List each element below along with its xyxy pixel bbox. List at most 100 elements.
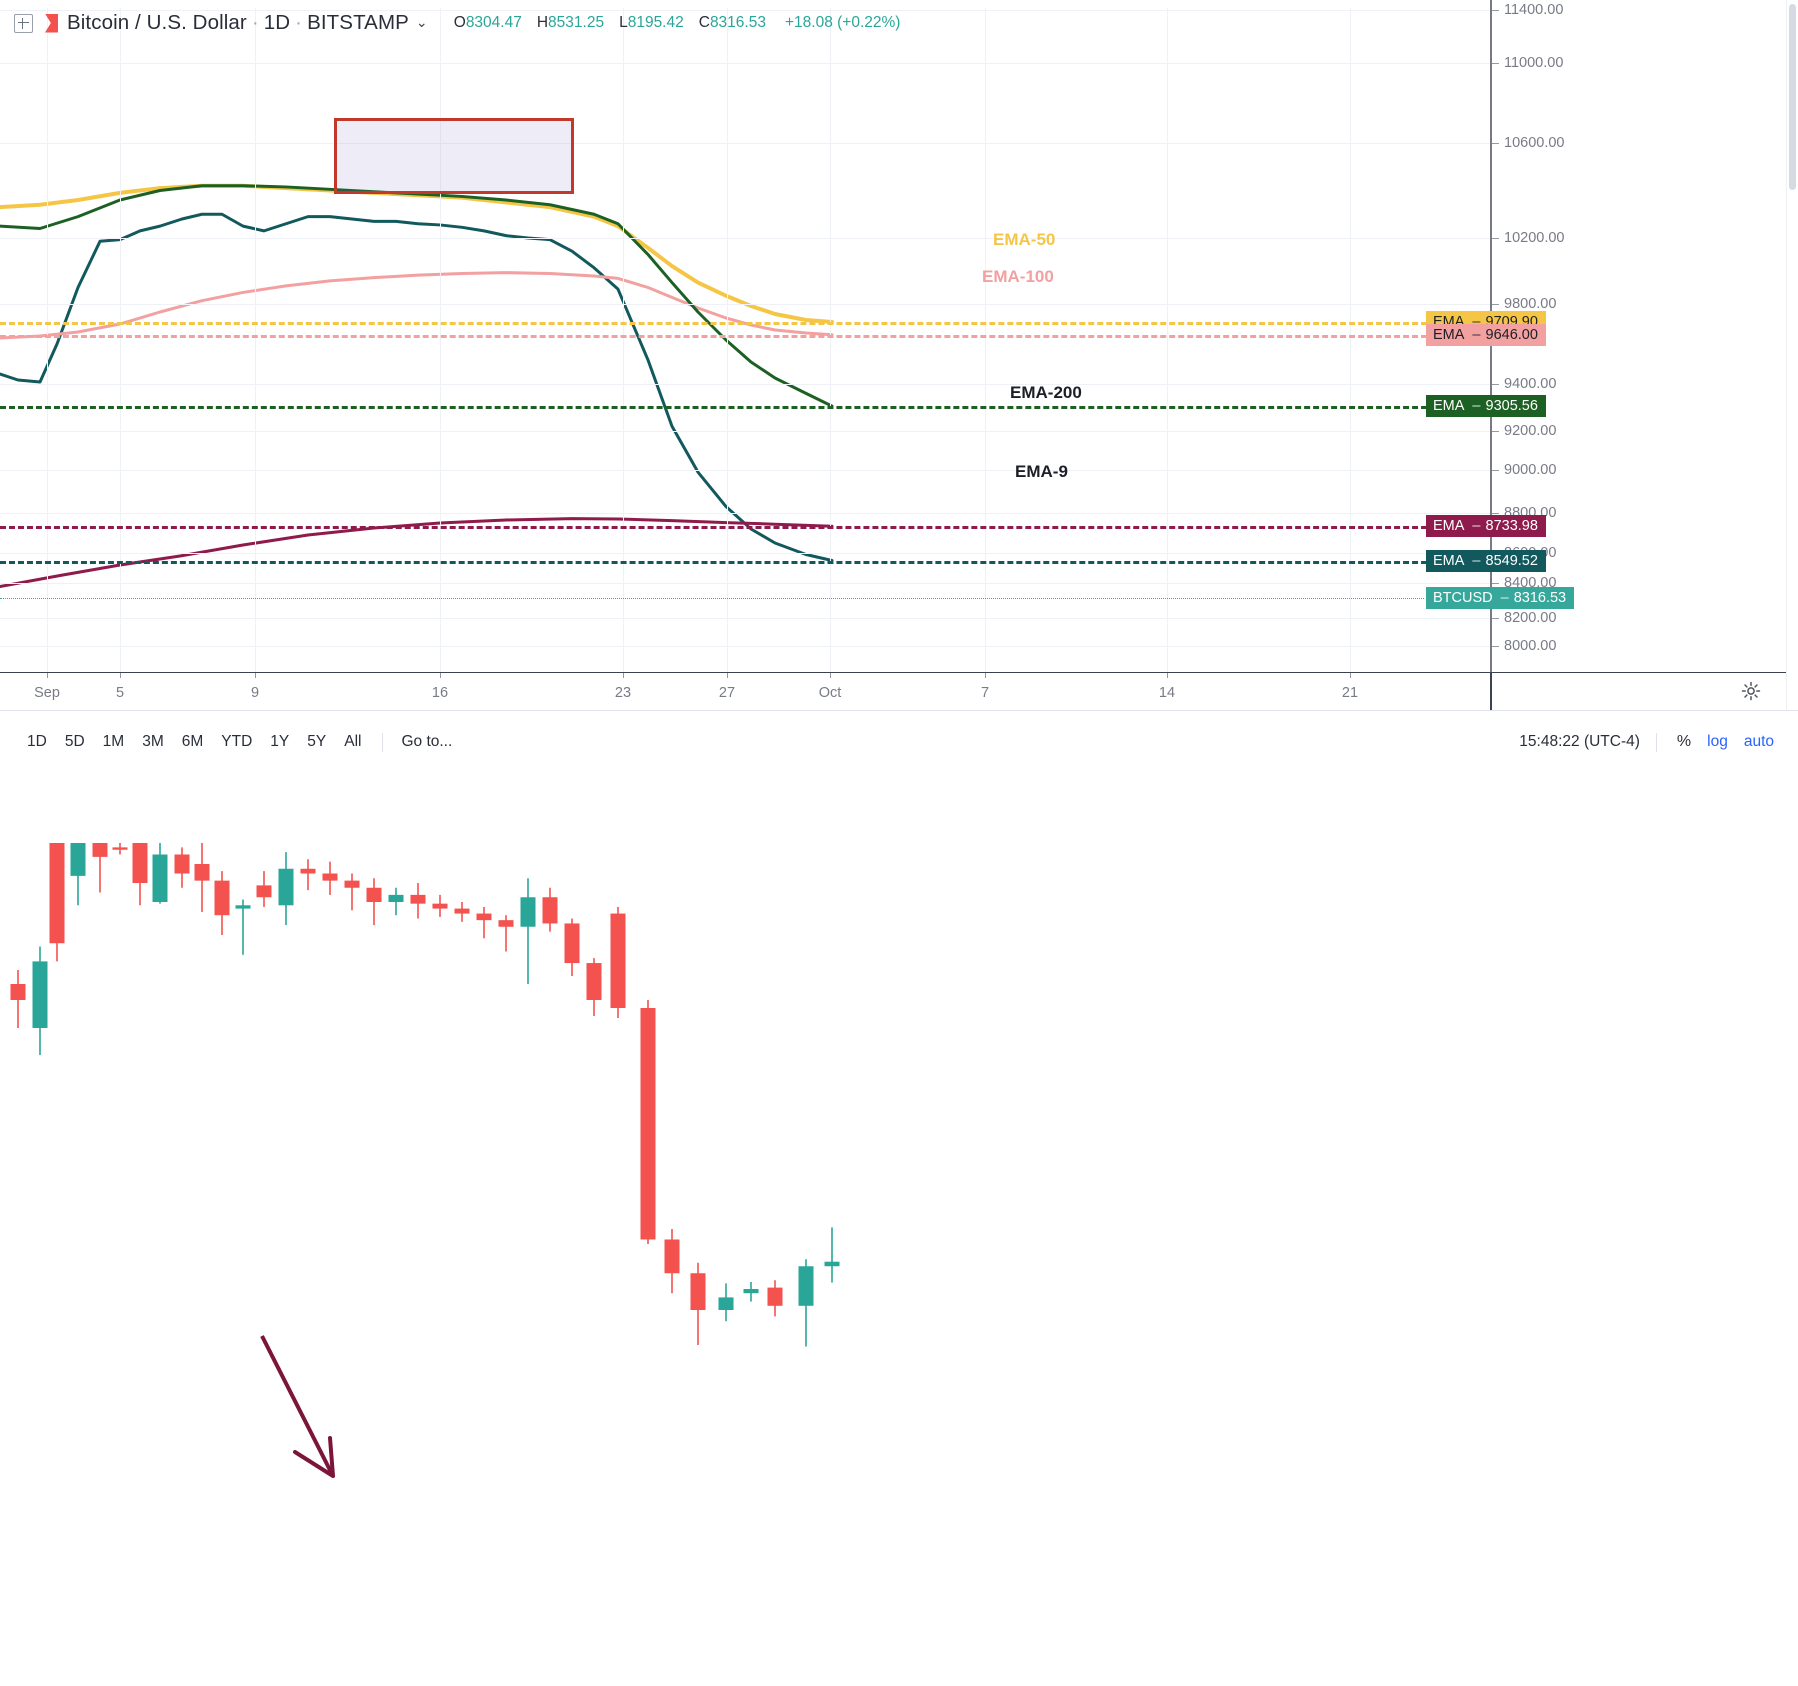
vertical-gridline — [727, 8, 728, 672]
price-tick — [1492, 10, 1499, 11]
gridline — [0, 10, 1490, 11]
clock-label[interactable]: 15:48:22 (UTC-4) — [1519, 733, 1640, 750]
chart-settings-gear-icon[interactable] — [1741, 681, 1761, 701]
price-tag-dash: – — [1472, 552, 1481, 569]
candlestick — [32, 946, 48, 1056]
range-button-6m[interactable]: 6M — [181, 733, 204, 750]
interval-label[interactable]: 1D — [263, 11, 291, 34]
price-tag-name: EMA — [1433, 398, 1465, 415]
price-tick — [1492, 513, 1499, 514]
price-axis[interactable]: 11400.00 11000.00 10600.00 10200.00 9800.00 9… — [1426, 0, 1798, 741]
price-tag-dash: – — [1472, 398, 1481, 415]
candlestick — [152, 835, 168, 904]
candlestick — [278, 852, 294, 926]
price-tag-name: BTCUSD — [1433, 589, 1493, 606]
price-tick-label: 9800.00 — [1504, 296, 1557, 312]
ema-line — [0, 271, 834, 340]
price-tick-label: 10600.00 — [1504, 135, 1565, 151]
range-button-1d[interactable]: 1D — [27, 733, 47, 750]
pointer-arrow-annotation[interactable] — [0, 1335, 1490, 1686]
level-line — [0, 560, 1490, 564]
range-button-ytd[interactable]: YTD — [221, 733, 253, 750]
price-tag[interactable]: EMA –8733.98 — [1426, 515, 1546, 538]
range-button-5y[interactable]: 5Y — [307, 733, 327, 750]
gridline — [0, 143, 1490, 144]
candlestick — [664, 1229, 680, 1294]
range-button-all[interactable]: All — [344, 733, 362, 750]
time-tick — [255, 673, 256, 678]
candlestick — [542, 887, 558, 932]
exchange-label[interactable]: BITSTAMP — [307, 11, 409, 34]
vertical-gridline — [120, 8, 121, 672]
arrow-head — [293, 1436, 335, 1478]
time-tick — [440, 673, 441, 678]
time-tick-label: 27 — [718, 685, 736, 701]
candlestick — [388, 887, 404, 916]
symbol-legend[interactable]: Bitcoin / U.S. Dollar · 1D · BITSTAMP ⌄ — [67, 11, 428, 35]
price-tag-value: 8549.52 — [1485, 552, 1538, 569]
gridline — [0, 470, 1490, 471]
price-tag[interactable]: EMA –8549.52 — [1426, 549, 1546, 572]
chevron-down-icon[interactable]: ⌄ — [415, 14, 428, 30]
candlestick — [718, 1283, 734, 1322]
gridline — [0, 238, 1490, 239]
price-tag-dash: – — [1500, 589, 1509, 606]
toolbar-divider-2 — [1655, 732, 1657, 752]
time-tick — [47, 673, 48, 678]
time-tick-label: 9 — [250, 685, 260, 701]
vertical-scrollbar[interactable] — [1786, 0, 1798, 710]
price-tag-dash: – — [1472, 314, 1481, 331]
time-tick — [985, 673, 986, 678]
log-scale-button[interactable]: log — [1707, 733, 1728, 750]
vertical-scrollbar-thumb[interactable] — [1789, 4, 1796, 190]
go-to-button[interactable]: Go to... — [401, 733, 453, 750]
vertical-gridline — [1350, 8, 1351, 672]
price-tick-label: 9200.00 — [1504, 423, 1557, 439]
time-axis-divider — [1490, 673, 1492, 711]
price-tag[interactable]: EMA –9646.00 — [1426, 323, 1546, 346]
ema-annotation-label: EMA-200 — [1010, 383, 1082, 402]
price-tag[interactable]: BTCUSD –8316.53 — [1426, 586, 1575, 609]
time-tick — [1167, 673, 1168, 678]
range-button-1m[interactable]: 1M — [102, 733, 125, 750]
legend-separator-1: · — [251, 11, 259, 34]
price-tag-value: 8733.98 — [1485, 518, 1538, 535]
candlestick — [410, 883, 426, 919]
expand-legend-icon[interactable] — [14, 13, 33, 33]
range-button-5d[interactable]: 5D — [64, 733, 85, 750]
price-tag-value: 8316.53 — [1513, 589, 1567, 606]
candlestick — [640, 1000, 656, 1244]
ohlc-values: O8304.47 H8531.25 L8195.42 C8316.53 +18.08 (… — [454, 14, 901, 32]
gridline — [0, 618, 1490, 619]
ohlc-low: L8195.42 — [619, 14, 684, 31]
ema-series-lines — [0, 183, 834, 588]
time-axis[interactable]: Sep 5 9 16 23 27 Oct 7 14 21 — [0, 672, 1798, 711]
price-tick-label: 9400.00 — [1504, 376, 1557, 392]
time-tick — [727, 673, 728, 678]
candlestick — [235, 899, 251, 955]
auto-scale-button[interactable]: auto — [1743, 733, 1774, 750]
candlestick — [194, 837, 210, 912]
time-tick — [830, 673, 831, 678]
gridline — [0, 513, 1490, 514]
price-tick — [1492, 583, 1499, 584]
ohlc-high: H8531.25 — [537, 14, 604, 31]
candlestick — [476, 906, 492, 939]
consolidation-range-box[interactable] — [334, 118, 574, 194]
candlestick — [322, 861, 338, 895]
candlestick — [824, 1227, 840, 1283]
time-tick-label: 21 — [1341, 685, 1359, 701]
price-tag-value: 9305.56 — [1485, 398, 1538, 415]
legend-separator-2: · — [295, 11, 303, 34]
price-tag-name: EMA — [1433, 326, 1465, 343]
price-tick — [1492, 238, 1499, 239]
candlestick — [564, 918, 580, 976]
price-tag[interactable]: EMA –9305.56 — [1426, 395, 1546, 418]
candlestick — [586, 958, 602, 1016]
price-tick — [1492, 646, 1499, 647]
range-button-3m[interactable]: 3M — [142, 733, 164, 750]
range-button-1y[interactable]: 1Y — [270, 733, 290, 750]
price-chart-plot[interactable]: EMA-50 EMA-100 EMA-200 EMA-9 — [0, 8, 1490, 1478]
candlestick — [300, 859, 316, 891]
percent-scale-button[interactable]: % — [1676, 733, 1692, 750]
